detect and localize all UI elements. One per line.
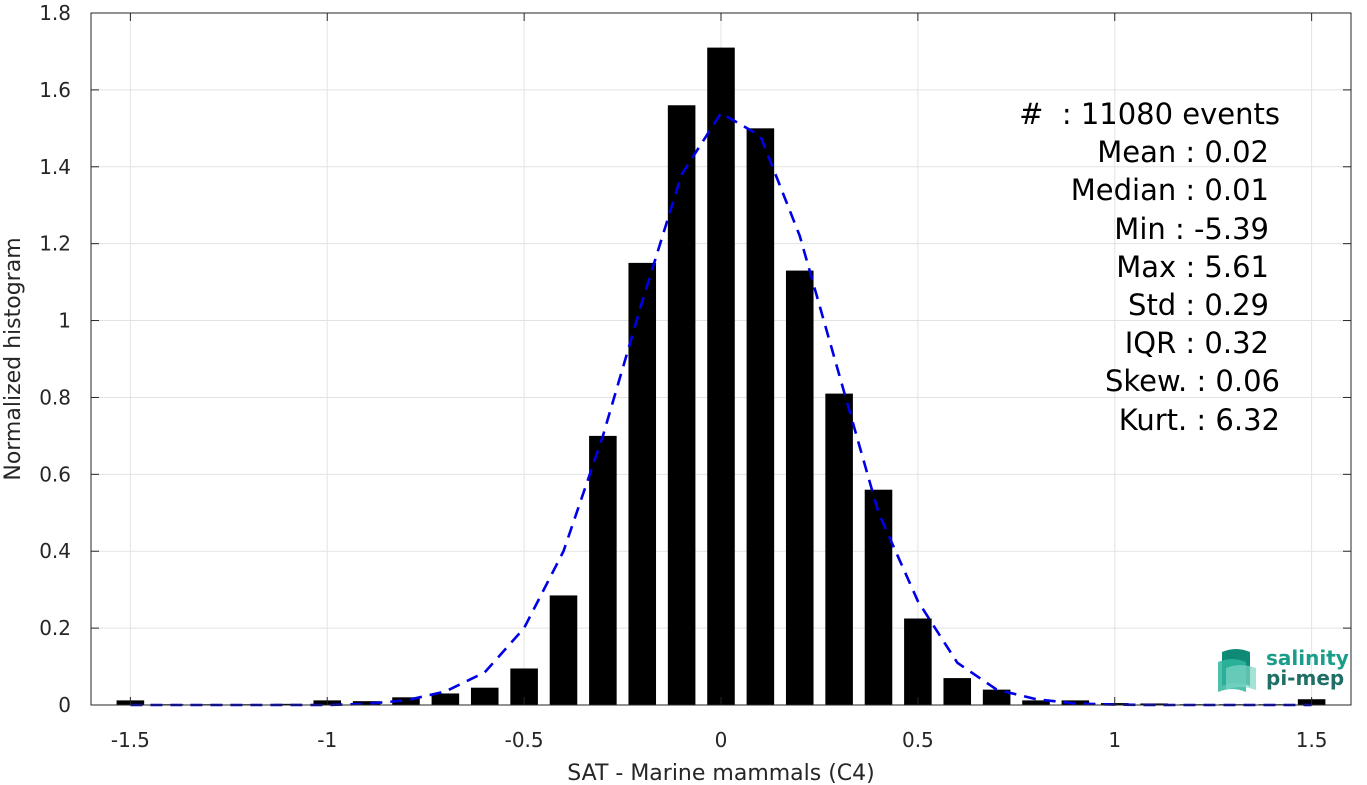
stat-row: Max : 5.61: [960, 248, 1280, 286]
stat-text: Skew. : 0.06: [1104, 364, 1280, 399]
x-tick-label: 1: [1108, 728, 1121, 752]
y-tick-label: 1.4: [39, 155, 71, 179]
y-tick-label: 0.2: [39, 616, 71, 640]
stat-row: Median : 0.01: [960, 171, 1280, 209]
x-tick-label: -1: [317, 728, 337, 752]
histogram-bar: [904, 618, 932, 705]
y-tick-label: 0: [58, 693, 71, 717]
stat-text: Median : 0.01: [1070, 173, 1269, 208]
y-tick-label: 0.8: [39, 385, 71, 409]
x-tick-label: 1.5: [1296, 728, 1328, 752]
y-axis-ticks: 0 0.2 0.4 0.6 0.8 1 1.2 1.4 1.6 1.8: [39, 1, 1351, 717]
histogram-bar: [943, 678, 972, 705]
y-tick-label: 1: [58, 309, 71, 333]
stat-text: # : 11080 events: [1019, 97, 1280, 131]
logo-line-1: salinity: [1266, 646, 1349, 670]
histogram-bar: [707, 47, 735, 706]
y-tick-label: 0.4: [39, 539, 71, 563]
stat-text: Std : 0.29: [1128, 288, 1269, 323]
histogram-bar: [352, 701, 381, 705]
x-axis-ticks: -1.5 -1 -0.5 0 0.5 1 1.5: [111, 13, 1328, 752]
salinity-pi-mep-logo: salinity pi-mep: [1216, 646, 1349, 696]
stat-row: Skew. : 0.06: [960, 362, 1280, 400]
y-tick-label: 1.2: [39, 232, 71, 256]
x-tick-label: -1.5: [111, 728, 150, 752]
statistics-panel: # : 11080 events Mean : 0.02 Median : 0.01…: [960, 95, 1280, 439]
stat-row: Std : 0.29: [960, 286, 1280, 324]
y-tick-label: 0.6: [39, 462, 71, 486]
histogram-bar: [982, 689, 1011, 705]
histogram-bar: [470, 687, 499, 705]
x-tick-label: -0.5: [505, 728, 544, 752]
histogram-bar: [825, 393, 853, 705]
histogram-bar: [549, 595, 578, 705]
x-axis-label: SAT - Marine mammals (C4): [567, 761, 875, 785]
histogram-bar: [628, 262, 657, 705]
y-tick-label: 1.8: [39, 1, 71, 25]
stat-row: # : 11080 events: [960, 95, 1280, 133]
stat-row: Kurt. : 6.32: [960, 401, 1280, 439]
histogram-bar: [667, 105, 696, 706]
y-tick-label: 1.6: [39, 78, 71, 102]
histogram-bar: [431, 693, 460, 705]
histogram-bar: [274, 703, 302, 705]
histogram-bar: [864, 489, 893, 705]
histogram-bar: [785, 270, 814, 705]
histogram-bar: [392, 697, 420, 705]
x-tick-label: 0.5: [902, 728, 934, 752]
stat-text: Mean : 0.02: [1097, 135, 1269, 170]
salinity-waves-icon: [1218, 649, 1256, 692]
y-axis-label: Normalized histogram: [1, 237, 26, 480]
histogram-bar: [1022, 700, 1050, 705]
stat-text: Max : 5.61: [1116, 249, 1269, 284]
stat-text: Kurt. : 6.32: [1118, 402, 1280, 437]
histogram-bar: [589, 435, 617, 705]
stat-text: IQR : 0.32: [1124, 326, 1269, 361]
stat-row: Mean : 0.02: [960, 133, 1280, 171]
logo-line-2: pi-mep: [1266, 666, 1345, 690]
stat-text: Min : -5.39: [1114, 211, 1269, 246]
stat-row: IQR : 0.32: [960, 324, 1280, 362]
histogram-bar: [746, 128, 775, 706]
x-tick-label: 0: [715, 728, 728, 752]
stat-row: Min : -5.39: [960, 210, 1280, 248]
histogram-bars: [116, 47, 1326, 706]
